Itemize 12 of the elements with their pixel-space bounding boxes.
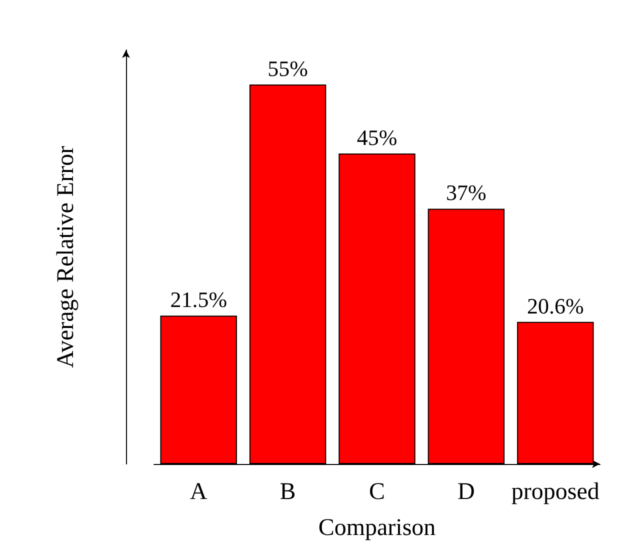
x-tick-label: B [280, 479, 296, 505]
data-label: 21.5% [170, 287, 228, 312]
data-label: 55% [268, 56, 308, 81]
x-tick-label: A [190, 479, 208, 505]
y-axis-title: Average Relative Error [53, 146, 79, 368]
data-label: 20.6% [526, 293, 584, 318]
x-axis-title: Comparison [318, 515, 436, 541]
x-tick-label: C [368, 479, 386, 505]
data-label: 45% [356, 125, 398, 150]
x-tick-label: D [458, 479, 475, 505]
data-label: 37% [446, 180, 486, 206]
x-tick-label: proposed [511, 479, 600, 505]
